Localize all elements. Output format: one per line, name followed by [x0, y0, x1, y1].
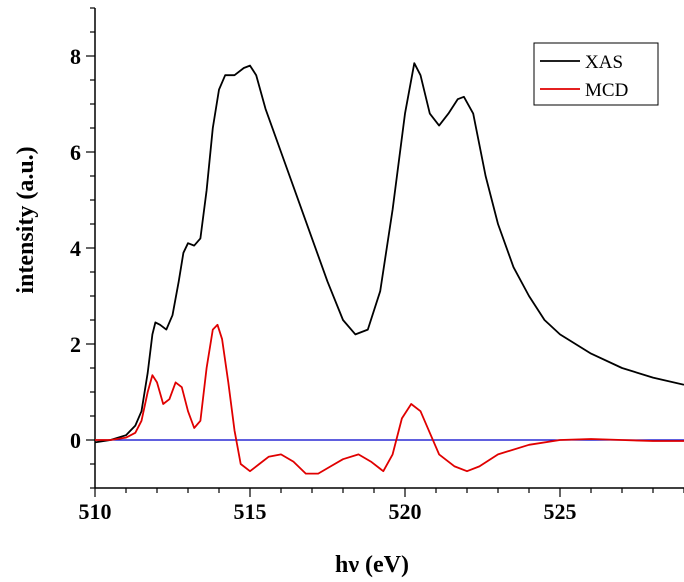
x-tick-label: 515 [234, 499, 267, 524]
y-tick-label: 2 [70, 332, 81, 357]
legend: XAS MCD [533, 42, 659, 106]
plot-area: 0 2 4 6 8 510 515 520 525 [70, 7, 684, 524]
y-tick-label: 0 [70, 428, 81, 453]
y-tick-label: 4 [70, 236, 81, 261]
x-tick-label: 510 [79, 499, 112, 524]
legend-label-xas: XAS [585, 52, 623, 73]
y-tick-label: 6 [70, 140, 81, 165]
series-line-xas [94, 62, 684, 444]
x-tick-label: 525 [544, 499, 577, 524]
x-ticks: 510 515 520 525 [79, 488, 684, 524]
series-layer [94, 62, 684, 475]
series-line-mcd [95, 323, 684, 475]
y-ticks: 0 2 4 6 8 [70, 7, 95, 489]
legend-box [533, 42, 659, 106]
y-tick-label: 8 [70, 44, 81, 69]
x-tick-label: 520 [389, 499, 422, 524]
y-axis-title: intensity (a.u.) [13, 146, 39, 293]
legend-label-mcd: MCD [585, 80, 628, 101]
x-axis-title: hν (eV) [335, 552, 409, 578]
